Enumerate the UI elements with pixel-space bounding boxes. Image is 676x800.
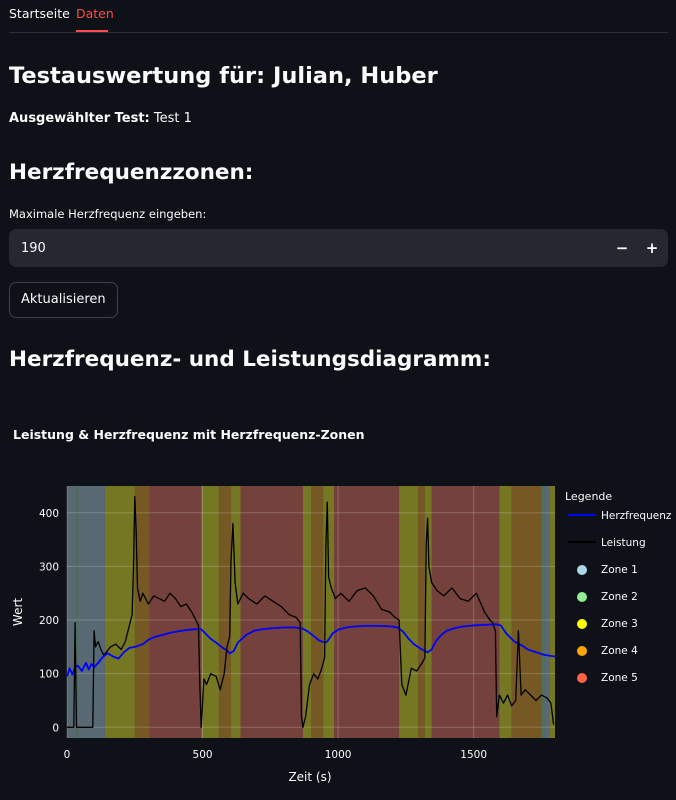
zone-band-22 xyxy=(549,486,555,738)
hr-zones-heading: Herzfrequenzzonen: xyxy=(9,160,254,185)
zone-band-11 xyxy=(311,486,324,738)
zone-band-6 xyxy=(201,486,219,738)
plot-background xyxy=(67,486,555,738)
y-tick-label: 200 xyxy=(39,615,59,627)
y-tick-label: 300 xyxy=(39,561,59,573)
legend-entry-4: Zone 3 xyxy=(601,618,638,630)
series-line-herzfrequenz xyxy=(66,623,556,677)
legend: Herzfrequenz Leistung Zone 1 Zone 2 Zone 3 Zo… xyxy=(568,510,672,684)
series-line-leistung xyxy=(67,496,555,728)
zone-band-14 xyxy=(399,486,419,738)
zone-band-3 xyxy=(104,486,135,738)
zone-band-10 xyxy=(302,486,311,738)
legend-swatch-dot-5 xyxy=(577,646,587,656)
y-tick-label: 100 xyxy=(39,669,59,681)
max-hr-label: Maximale Herzfrequenz eingeben: xyxy=(9,207,207,221)
selected-test-value: Test 1 xyxy=(153,111,192,126)
legend-entry-5: Zone 4 xyxy=(601,645,638,657)
legend-swatch-dot-6 xyxy=(577,673,587,683)
zone-band-16 xyxy=(424,486,432,738)
selected-test-label: Ausgewählter Test: xyxy=(9,111,150,126)
diagram-heading: Herzfrequenz- und Leistungsdiagramm: xyxy=(9,347,491,372)
x-tick-label: 1500 xyxy=(460,749,487,761)
zone-band-2 xyxy=(77,486,105,738)
increment-button[interactable]: + xyxy=(645,239,659,257)
zone-band-4 xyxy=(134,486,150,738)
legend-entry-3: Zone 2 xyxy=(601,591,638,603)
tab-startseite[interactable]: Startseite xyxy=(9,6,70,21)
legend-entry-1: Leistung xyxy=(601,537,646,549)
legend-swatch-dot-3 xyxy=(577,592,587,602)
tab-bar: Startseite Daten xyxy=(9,0,668,33)
y-tick-label: 0 xyxy=(52,722,59,734)
chart-title: Leistung & Herzfrequenz mit Herzfrequenz… xyxy=(13,427,365,442)
plot-area: 0 500 1000 1500 0 100 200 300 400 xyxy=(39,486,556,761)
legend-swatch-dot-4 xyxy=(577,619,587,629)
update-button[interactable]: Aktualisieren xyxy=(9,282,118,318)
x-tick-label: 1000 xyxy=(325,749,352,761)
selected-test: Ausgewählter Test: Test 1 xyxy=(9,111,192,126)
active-tab-indicator xyxy=(76,30,108,32)
y-axis-label: Wert xyxy=(11,598,25,626)
legend-entry-2: Zone 1 xyxy=(601,564,638,576)
decrement-button[interactable]: − xyxy=(615,239,629,257)
x-tick-label: 500 xyxy=(193,749,213,761)
zone-band-21 xyxy=(544,486,550,738)
y-tick-label: 400 xyxy=(39,508,59,520)
chart-container: Leistung & Herzfrequenz mit Herzfrequenz… xyxy=(0,420,676,796)
zone-band-0 xyxy=(67,486,76,738)
max-hr-field[interactable] xyxy=(9,229,593,267)
zone-band-12 xyxy=(323,486,335,738)
max-hr-number-input: − + xyxy=(9,229,668,267)
legend-entry-6: Zone 5 xyxy=(601,672,638,684)
zone-band-19 xyxy=(511,486,542,738)
zone-band-8 xyxy=(231,486,241,738)
zone-band-5 xyxy=(149,486,202,738)
zone-band-9 xyxy=(240,486,303,738)
hr-power-chart: Leistung & Herzfrequenz mit Herzfrequenz… xyxy=(11,427,672,784)
zone-band-20 xyxy=(541,486,545,738)
zone-band-1 xyxy=(75,486,78,738)
zone-band-7 xyxy=(218,486,232,738)
legend-swatch-dot-2 xyxy=(577,565,587,575)
zone-band-15 xyxy=(418,486,425,738)
legend-entry-0: Herzfrequenz xyxy=(601,510,672,522)
legend-title: Legende xyxy=(565,490,612,503)
x-axis-label: Zeit (s) xyxy=(288,770,331,784)
zone-band-17 xyxy=(431,486,500,738)
tab-daten[interactable]: Daten xyxy=(76,6,114,21)
zone-band-18 xyxy=(499,486,512,738)
page-title: Testauswertung für: Julian, Huber xyxy=(9,63,438,89)
x-tick-label: 0 xyxy=(64,749,71,761)
